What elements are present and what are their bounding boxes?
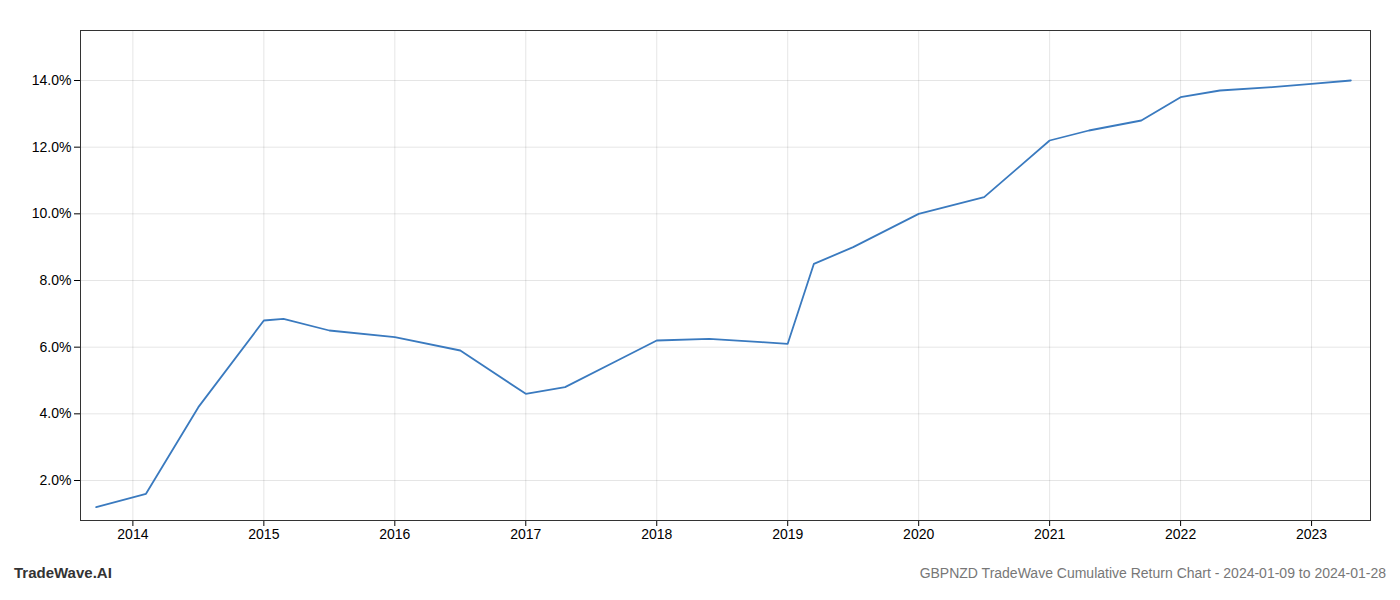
svg-text:6.0%: 6.0%	[40, 339, 72, 355]
html-text:TradeWave.AI: TradeWave.AI	[14, 564, 112, 581]
svg-text:10.0%: 10.0%	[32, 205, 72, 221]
svg-text:8.0%: 8.0%	[40, 272, 72, 288]
svg-text:2019: 2019	[772, 526, 803, 542]
svg-text:2017: 2017	[510, 526, 541, 542]
svg-text:2018: 2018	[641, 526, 672, 542]
svg-text:2.0%: 2.0%	[40, 472, 72, 488]
svg-text:2023: 2023	[1296, 526, 1327, 542]
svg-text:12.0%: 12.0%	[32, 139, 72, 155]
svg-text:2016: 2016	[379, 526, 410, 542]
svg-text:2020: 2020	[903, 526, 934, 542]
svg-text:2015: 2015	[248, 526, 279, 542]
html-text:GBPNZD TradeWave Cumulative Re: GBPNZD TradeWave Cumulative Return Chart…	[919, 565, 1386, 581]
svg-text:14.0%: 14.0%	[32, 72, 72, 88]
svg-text:2021: 2021	[1034, 526, 1065, 542]
svg-text:4.0%: 4.0%	[40, 405, 72, 421]
svg-text:2014: 2014	[117, 526, 148, 542]
svg-text:2022: 2022	[1165, 526, 1196, 542]
